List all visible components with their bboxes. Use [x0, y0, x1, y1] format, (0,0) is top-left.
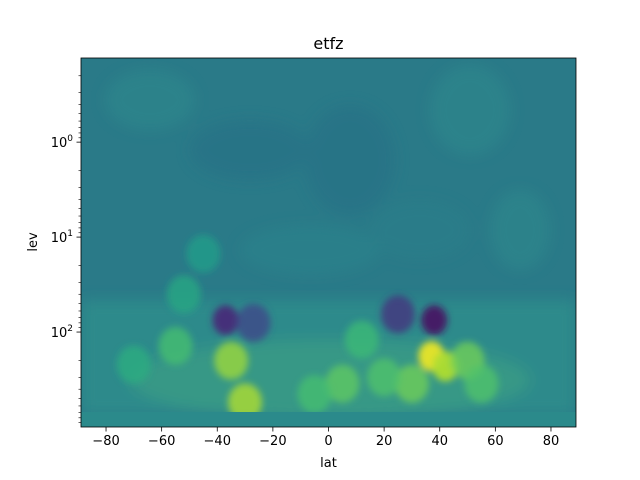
- y-tick-label: 102: [51, 324, 73, 341]
- field-feature-4: [214, 341, 249, 380]
- field-feature-12: [344, 320, 379, 359]
- x-axis: −80 −60 −40 −20 0 20 40 60 80: [92, 427, 559, 449]
- field-feature-9: [325, 364, 360, 403]
- x-axis-title: lat: [320, 456, 337, 471]
- x-tick-label: −80: [92, 434, 119, 449]
- x-tick-label: 60: [487, 434, 504, 449]
- field-feature-15: [421, 305, 448, 336]
- y-axis: 100 101 102: [51, 75, 81, 423]
- field-feature-16: [381, 295, 416, 334]
- x-tick-label: 80: [543, 434, 560, 449]
- chart-title: etfz: [313, 34, 343, 53]
- surface-strip: [81, 412, 576, 427]
- x-tick-label: −40: [204, 434, 231, 449]
- upper-texture: [105, 65, 550, 275]
- field-features: [116, 234, 499, 422]
- field-feature-5: [228, 383, 263, 422]
- plot-area: [81, 58, 576, 427]
- field-feature-14: [464, 364, 499, 403]
- x-tick-label: −20: [259, 434, 286, 449]
- x-tick-label: 0: [324, 434, 332, 449]
- field-feature-18: [236, 303, 271, 342]
- field-feature-6: [158, 326, 193, 365]
- x-tick-label: 40: [431, 434, 448, 449]
- y-axis-title: lev: [26, 232, 41, 252]
- x-tick-label: −60: [148, 434, 175, 449]
- x-tick-label: 20: [376, 434, 393, 449]
- y-tick-label: 100: [51, 134, 74, 151]
- field-feature-10: [297, 375, 332, 414]
- field-feature-11: [367, 358, 402, 397]
- y-tick-label: 101: [51, 229, 73, 246]
- field-feature-8: [186, 234, 221, 273]
- field-feature-17: [212, 305, 239, 336]
- field-feature-3: [394, 364, 429, 403]
- field-feature-7: [166, 275, 201, 314]
- field-feature-13: [116, 345, 151, 384]
